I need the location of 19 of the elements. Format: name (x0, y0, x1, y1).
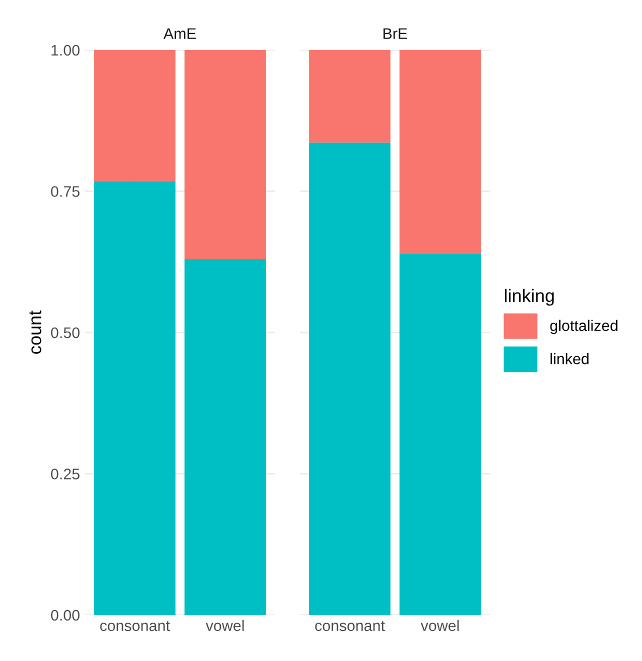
legend-label: glottalized (550, 320, 618, 334)
x-tick-label: vowel (420, 620, 459, 632)
y-tick-label: 0.25 (51, 468, 80, 480)
bar (184, 259, 266, 615)
y-tick-label: 0.75 (51, 186, 80, 197)
bar (94, 181, 176, 615)
x-tick-label: consonant (100, 621, 170, 632)
legend-title: linking (504, 288, 554, 306)
chart-title: AmE (163, 28, 196, 39)
y-tick-label: 0.50 (51, 327, 80, 338)
x-tick-label: consonant (315, 621, 385, 632)
chart-title: BrE (384, 28, 408, 39)
x-tick-label: vowel (206, 620, 244, 632)
bar (184, 50, 266, 260)
y-tick-label: 0.00 (51, 610, 80, 621)
y-axis-title: count (29, 310, 42, 354)
bar (94, 50, 176, 182)
y-tick-label: 1.00 (52, 44, 80, 56)
legend-label: linked (550, 353, 589, 364)
